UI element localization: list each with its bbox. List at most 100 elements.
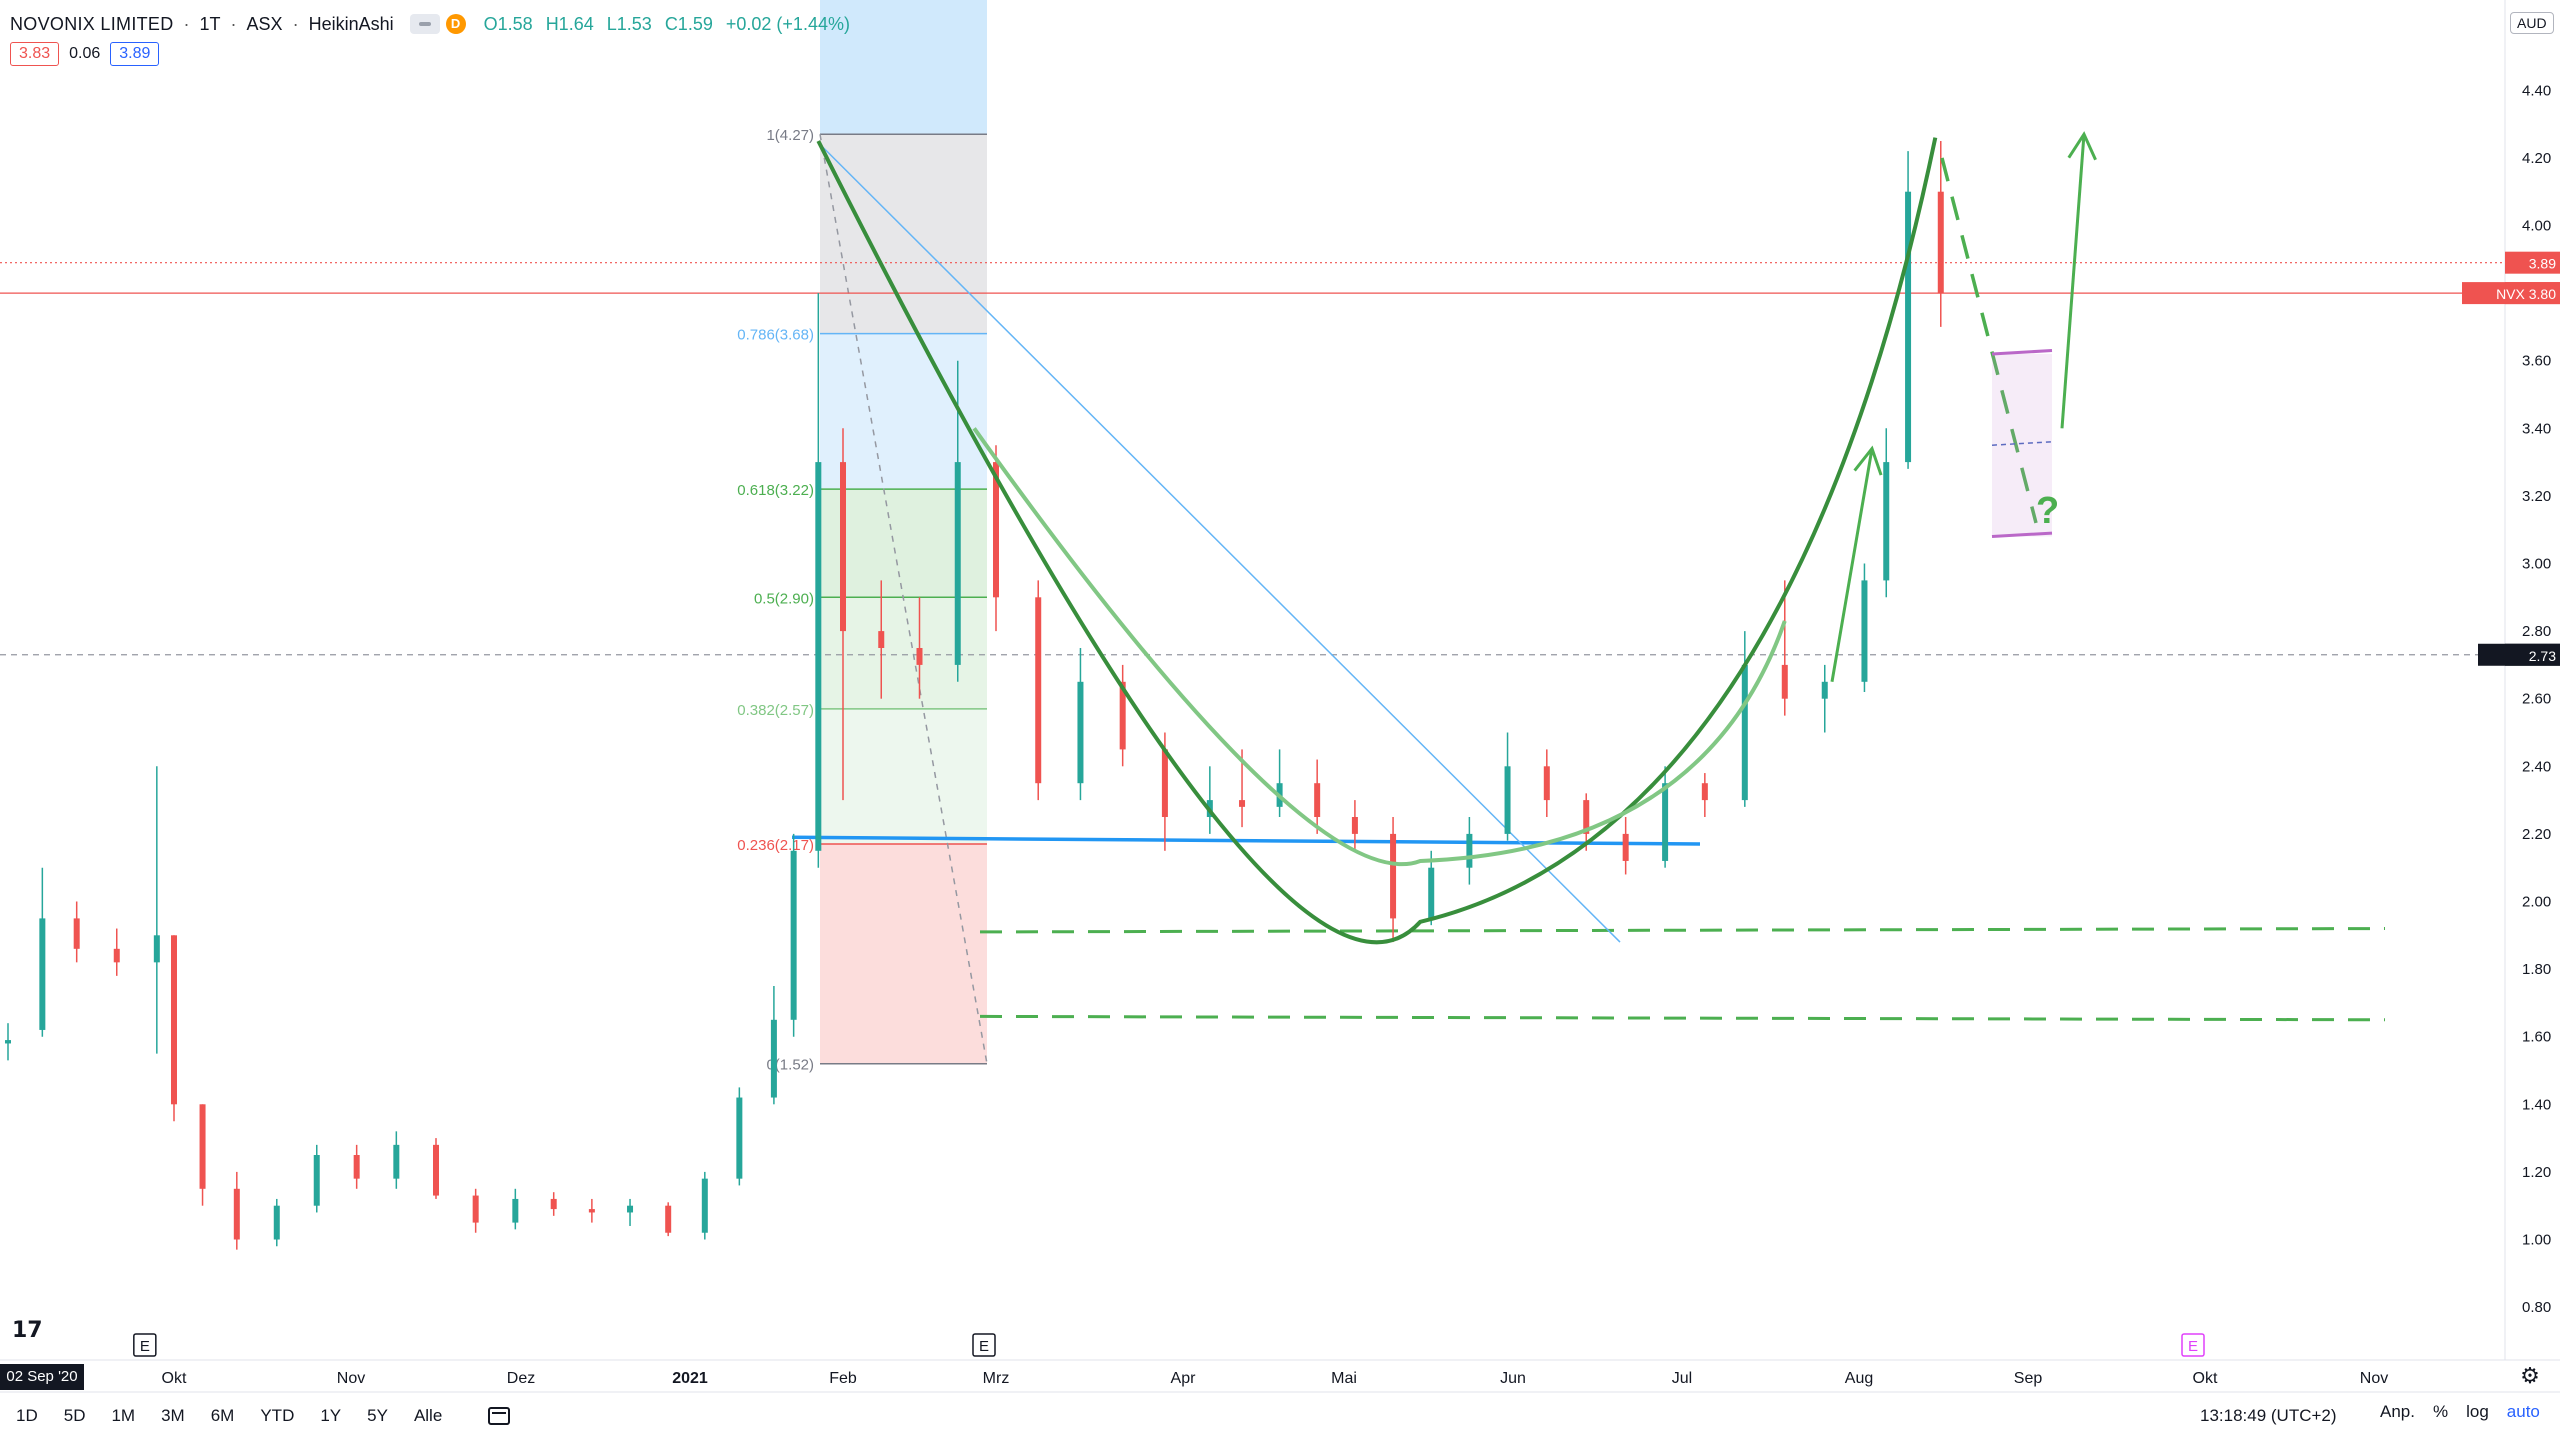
- bid-button[interactable]: 3.83: [10, 42, 60, 66]
- candle-body: [1662, 783, 1669, 861]
- fib-level-label: 0.5(2.90): [754, 590, 814, 607]
- earnings-marker-icon: [972, 1333, 996, 1357]
- fib-level-label: 0(1.52): [766, 1057, 814, 1074]
- time-tick-label: Aug: [1845, 1370, 1873, 1387]
- time-tick-label: Apr: [1171, 1370, 1197, 1387]
- candle-body: [1937, 191, 1944, 294]
- candle-body: [433, 1144, 439, 1196]
- candle-body: [39, 918, 46, 1030]
- interval-label[interactable]: 1T: [199, 13, 221, 34]
- candle-body: [273, 1205, 280, 1240]
- range-button-1d[interactable]: 1D: [16, 1406, 38, 1425]
- legend-separator: ·: [292, 13, 299, 34]
- candle-body: [1701, 783, 1708, 801]
- range-button-5y[interactable]: 5Y: [367, 1406, 388, 1425]
- tradingview-logo-icon[interactable]: 17: [12, 1318, 43, 1343]
- fib-level-label: 0.786(3.68): [737, 327, 814, 344]
- symbol-price-label: NVX 3.80: [2496, 286, 2556, 302]
- candle-body: [588, 1209, 595, 1213]
- open-value: O1.58: [483, 13, 533, 34]
- candle-body: [1861, 580, 1868, 682]
- exchange-label: ASX: [246, 13, 283, 34]
- earnings-marker-icon: [2181, 1333, 2205, 1357]
- candle-body: [701, 1178, 708, 1233]
- time-tick-label: Jun: [1500, 1370, 1526, 1387]
- inner-cup-curve: [972, 427, 1787, 867]
- ask-button[interactable]: 3.89: [110, 42, 160, 66]
- candle-body: [1504, 766, 1511, 834]
- high-value: H1.64: [545, 13, 594, 34]
- bid-ask-row: 3.83 0.06 3.89: [10, 42, 160, 66]
- price-tick-label: 3.40: [2522, 420, 2551, 437]
- time-tick-label: Jul: [1672, 1370, 1692, 1387]
- candles-group: [5, 141, 1944, 1250]
- symbol-price-badge: [2462, 282, 2560, 305]
- candle-body: [550, 1198, 557, 1210]
- dashed-support-line: [979, 927, 2386, 934]
- delayed-data-badge[interactable]: D: [445, 14, 466, 34]
- currency-selector[interactable]: AUD: [2510, 12, 2554, 34]
- range-button-3m[interactable]: 3M: [161, 1406, 185, 1425]
- adjust-button[interactable]: Anp.: [2380, 1402, 2415, 1421]
- range-button-5d[interactable]: 5D: [63, 1406, 86, 1425]
- gear-icon[interactable]: ⚙: [2520, 1363, 2540, 1388]
- time-tick-label: Mai: [1331, 1370, 1357, 1387]
- ohlc-values: O1.58 H1.64 L1.53 C1.59 +0.02 (+1.44%): [484, 14, 858, 35]
- time-tick-label: Nov: [2360, 1370, 2388, 1387]
- candle-body: [916, 648, 923, 665]
- auto-button[interactable]: auto: [2506, 1402, 2540, 1421]
- candle-body: [954, 462, 961, 665]
- range-button-1m[interactable]: 1M: [111, 1406, 136, 1425]
- fib-level-label: 1(4.27): [766, 127, 814, 144]
- candle-body: [1781, 664, 1788, 699]
- symbol-name[interactable]: NOVONIX LIMITED: [10, 13, 174, 34]
- earnings-marker-label: E: [979, 1338, 989, 1355]
- price-label-badge: [2505, 251, 2560, 274]
- candle-body: [1077, 681, 1084, 784]
- candle-body: [1543, 766, 1550, 801]
- range-button-all[interactable]: Alle: [413, 1406, 443, 1425]
- candle-body: [512, 1198, 519, 1223]
- candle-body: [171, 935, 177, 1105]
- candle-body: [1741, 664, 1748, 801]
- close-value: C1.59: [664, 13, 713, 34]
- bottom-toolbar: 1D 5D 1M 3M 6M YTD 1Y 5Y Alle 13:18:49 (…: [0, 1392, 2560, 1440]
- chart-style-label: HeikinAshi: [308, 13, 394, 34]
- candle-body: [1883, 462, 1890, 581]
- pullback-zone-top: [1991, 349, 2053, 356]
- fib-zone: [820, 708, 987, 845]
- percent-button[interactable]: %: [2432, 1402, 2449, 1421]
- projection-arrow-head: [1853, 445, 1883, 476]
- candle-body: [627, 1205, 634, 1213]
- log-button[interactable]: log: [2466, 1402, 2489, 1421]
- cup-curve: [816, 137, 1938, 945]
- price-label-text: 3.89: [2529, 256, 2556, 272]
- price-tick-label: 3.00: [2522, 556, 2551, 573]
- candle-body: [665, 1205, 672, 1233]
- fib-level-label: 0.236(2.17): [737, 837, 814, 854]
- pullback-zone-bottom: [1991, 531, 2053, 538]
- price-tick-label: 4.20: [2522, 150, 2551, 167]
- candle-body: [153, 935, 160, 963]
- range-button-ytd[interactable]: YTD: [260, 1406, 295, 1425]
- time-tick-label: Nov: [337, 1370, 365, 1387]
- target-arrow: [2060, 134, 2086, 429]
- date-range-band: [820, 0, 987, 135]
- calendar-icon[interactable]: [488, 1407, 511, 1425]
- candle-body: [5, 1040, 11, 1044]
- eye-toggle-icon[interactable]: [409, 14, 440, 34]
- range-button-6m[interactable]: 6M: [210, 1406, 235, 1425]
- price-tick-label: 2.00: [2522, 894, 2551, 911]
- scale-controls: Anp. % log auto: [2380, 1402, 2540, 1422]
- time-tick-label: Sep: [2014, 1370, 2043, 1387]
- chart-legend: NOVONIX LIMITED · 1T · ASX · HeikinAshi …: [10, 10, 858, 38]
- candle-body: [815, 462, 822, 851]
- legend-separator: ·: [183, 13, 190, 34]
- pullback-zone-mid: [1991, 441, 2053, 446]
- range-button-1y[interactable]: 1Y: [320, 1406, 342, 1425]
- candle-body: [199, 1104, 206, 1189]
- clock-readout[interactable]: 13:18:49 (UTC+2): [2200, 1406, 2337, 1425]
- price-tick-label: 3.60: [2522, 353, 2551, 370]
- projection-arrow: [1830, 448, 1874, 683]
